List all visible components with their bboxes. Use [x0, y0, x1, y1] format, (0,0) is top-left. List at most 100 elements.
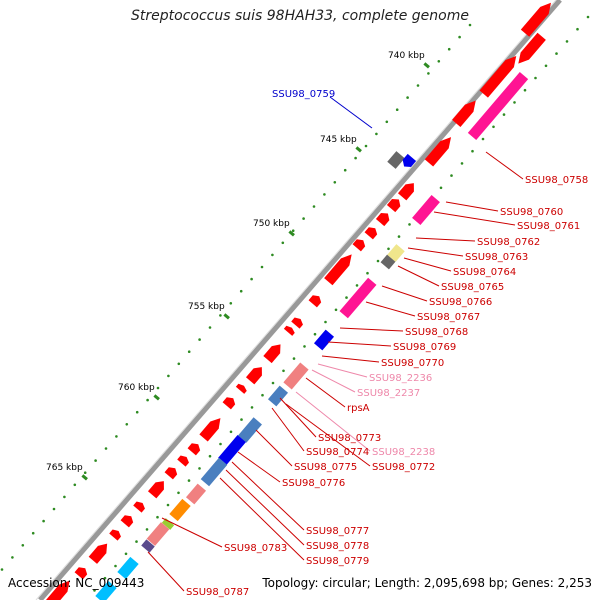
outer-gene-19[interactable] [177, 453, 191, 467]
inner-gene-12[interactable] [218, 435, 246, 465]
gene-label-22[interactable]: SSU98_0777 [231, 461, 369, 537]
outer-gene-17[interactable] [199, 415, 224, 442]
outer-gene-20[interactable] [164, 465, 180, 480]
outer-gene-21[interactable] [147, 478, 168, 499]
inner-gene-11[interactable] [238, 417, 262, 443]
inner-gene-17[interactable] [146, 522, 170, 546]
minor-tick [513, 101, 516, 104]
gene-label-13[interactable]: SSU98_2236 [317, 363, 432, 384]
outer-gene-0[interactable] [520, 0, 555, 37]
outer-gene-23[interactable] [120, 513, 136, 528]
outer-gene-22[interactable] [133, 499, 147, 513]
gene-label-12[interactable]: SSU98_0770 [321, 355, 444, 369]
outer-gene-1[interactable] [479, 52, 521, 98]
outer-gene-10[interactable] [308, 293, 324, 308]
gene-label-3[interactable]: SSU98_0761 [433, 211, 580, 232]
outer-gene-11[interactable] [291, 315, 305, 329]
inner-gene-2[interactable] [412, 195, 440, 225]
gene-label-8[interactable]: SSU98_0766 [381, 285, 492, 308]
outer-gene-2[interactable] [452, 97, 480, 127]
outer-gene-4[interactable] [397, 180, 418, 201]
inner-gene-7[interactable] [339, 277, 377, 319]
inner-gene-14[interactable] [185, 483, 207, 505]
gene-label-14[interactable]: SSU98_2237 [311, 369, 420, 399]
leader-line [219, 477, 305, 561]
inner-gene-8[interactable] [313, 329, 335, 351]
outer-gene-8[interactable] [352, 237, 368, 252]
gene-shape [185, 483, 207, 505]
minor-tick [385, 120, 389, 124]
gene-label-9[interactable]: SSU98_0767 [365, 301, 480, 323]
outer-gene-9[interactable] [324, 251, 356, 286]
inner-gene-5[interactable] [387, 244, 405, 262]
gene-label-17[interactable]: SSU98_2238 [295, 391, 435, 458]
gene-label-10[interactable]: SSU98_0768 [339, 327, 468, 338]
gene-label-26[interactable]: SSU98_0787 [147, 551, 249, 598]
minor-tick [208, 454, 212, 458]
inner-gene-1[interactable] [467, 72, 529, 140]
gene-label-2[interactable]: SSU98_0760 [445, 201, 563, 218]
inner-gene-4[interactable] [400, 153, 417, 170]
leader-line [403, 257, 452, 272]
minor-tick [447, 47, 451, 51]
gene-label-6[interactable]: SSU98_0764 [403, 257, 516, 278]
gene-label-20[interactable]: SSU98_0775 [255, 429, 357, 473]
inner-gene-9[interactable] [283, 362, 309, 390]
inner-gene-0[interactable] [514, 32, 546, 68]
outer-gene-24[interactable] [109, 527, 123, 541]
gene-label-4[interactable]: SSU98_0762 [415, 237, 540, 248]
gene-label-25[interactable]: SSU98_0783 [161, 517, 287, 554]
outer-gene-25[interactable] [88, 540, 112, 564]
outer-gene-15[interactable] [235, 382, 248, 394]
gene-shape [380, 254, 396, 270]
outer-gene-3[interactable] [424, 134, 455, 167]
minor-tick [523, 88, 527, 92]
minor-tick [166, 503, 170, 507]
gene-label-21[interactable]: SSU98_0776 [237, 451, 345, 489]
leader-line [161, 517, 223, 548]
minor-tick [229, 430, 233, 434]
outer-gene-12[interactable] [283, 324, 296, 336]
outer-gene-13[interactable] [263, 341, 284, 364]
gene-label-7[interactable]: SSU98_0765 [397, 265, 504, 293]
gene-label-5[interactable]: SSU98_0763 [407, 247, 528, 263]
outer-gene-16[interactable] [222, 395, 238, 410]
gene-label-23[interactable]: SSU98_0778 [225, 469, 369, 552]
outer-gene-26[interactable] [74, 565, 90, 580]
leader-line [305, 377, 346, 408]
leader-line [317, 363, 368, 378]
minor-tick [343, 168, 347, 172]
outer-gene-6[interactable] [375, 210, 392, 227]
outer-gene-14[interactable] [245, 364, 266, 385]
inner-gene-20[interactable] [95, 580, 117, 600]
minor-tick [397, 235, 401, 238]
inner-gene-15[interactable] [169, 498, 191, 522]
gene-label-19[interactable]: SSU98_0772 [285, 403, 435, 473]
label-text: SSU98_0759 [272, 89, 335, 100]
outer-gene-7[interactable] [364, 225, 380, 240]
gene-label-18[interactable]: SSU98_0774 [271, 407, 369, 458]
gene-label-1[interactable]: SSU98_0758 [485, 151, 588, 186]
gene-shape [74, 567, 88, 580]
inner-gene-18[interactable] [141, 539, 155, 553]
gene-shape [412, 195, 440, 225]
outer-gene-5[interactable] [386, 196, 403, 213]
outer-gene-27[interactable] [46, 577, 74, 600]
minor-tick [11, 556, 14, 559]
inner-gene-10[interactable] [267, 385, 289, 407]
minor-tick [93, 589, 96, 592]
inner-gene-3[interactable] [387, 151, 405, 169]
gene-label-24[interactable]: SSU98_0779 [219, 477, 369, 567]
inner-gene-16[interactable] [161, 518, 175, 530]
label-text: SSU98_0769 [393, 342, 456, 353]
inner-gene-13[interactable] [200, 457, 228, 487]
gene-label-11[interactable]: SSU98_0769 [327, 341, 456, 353]
inner-gene-6[interactable] [380, 254, 396, 270]
inner-gene-19[interactable] [117, 556, 139, 580]
gene-label-15[interactable]: rpsA [305, 377, 370, 414]
gene-label-0[interactable]: SSU98_0759 [272, 89, 373, 129]
outer-gene-18[interactable] [187, 441, 203, 456]
leader-line [295, 391, 371, 452]
gene-shape [199, 418, 221, 442]
